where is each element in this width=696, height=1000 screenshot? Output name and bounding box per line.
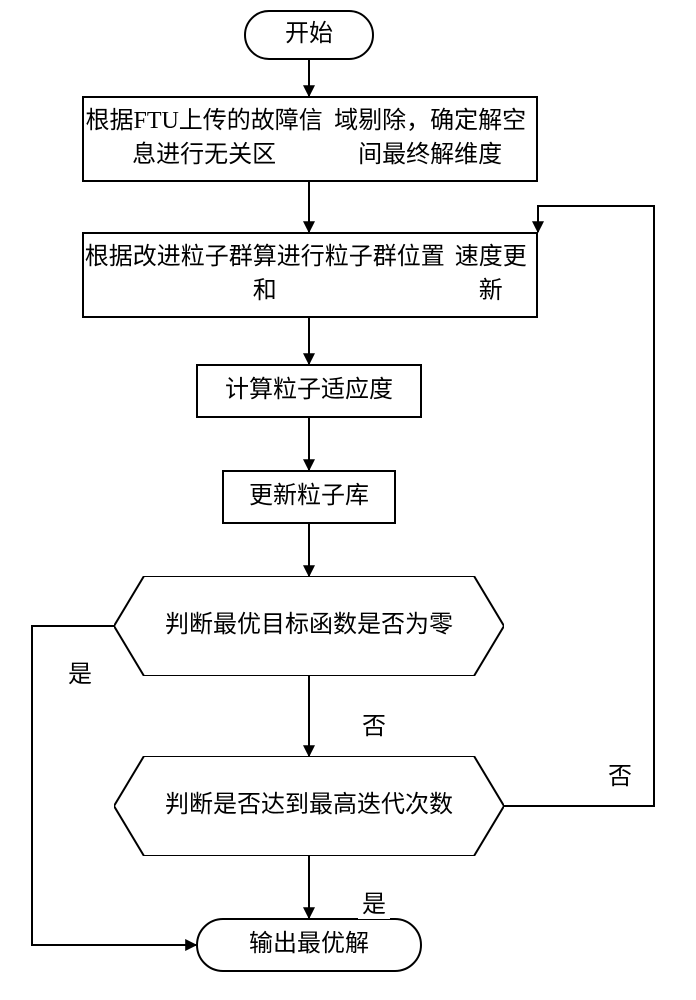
node-label-line: 速度更新 (446, 241, 536, 308)
flowchart-canvas: 开始根据FTU上传的故障信息进行无关区域剔除，确定解空间最终解维度根据改进粒子群… (0, 0, 696, 1000)
node-n2: 根据改进粒子群算进行粒子群位置和速度更新 (82, 232, 538, 318)
edge-label: 否 (604, 756, 636, 791)
node-label-line: 根据改进粒子群算进行粒子群位置和 (84, 241, 446, 308)
node-label: 判断是否达到最高迭代次数 (165, 789, 453, 823)
edge-label: 是 (358, 884, 390, 919)
node-n3: 计算粒子适应度 (196, 364, 422, 418)
node-start: 开始 (244, 10, 374, 60)
node-n4: 更新粒子库 (222, 470, 396, 524)
edge-label: 否 (358, 706, 390, 741)
node-d1: 判断最优目标函数是否为零 (114, 576, 504, 676)
node-label-line: 根据FTU上传的故障信息进行无关区 (84, 105, 324, 172)
node-label: 判断最优目标函数是否为零 (165, 609, 453, 643)
node-n1: 根据FTU上传的故障信息进行无关区域剔除，确定解空间最终解维度 (82, 96, 538, 182)
edge-label: 是 (64, 654, 96, 689)
node-label-line: 域剔除，确定解空间最终解维度 (324, 105, 536, 172)
node-d2: 判断是否达到最高迭代次数 (114, 756, 504, 856)
node-end: 输出最优解 (196, 918, 422, 972)
